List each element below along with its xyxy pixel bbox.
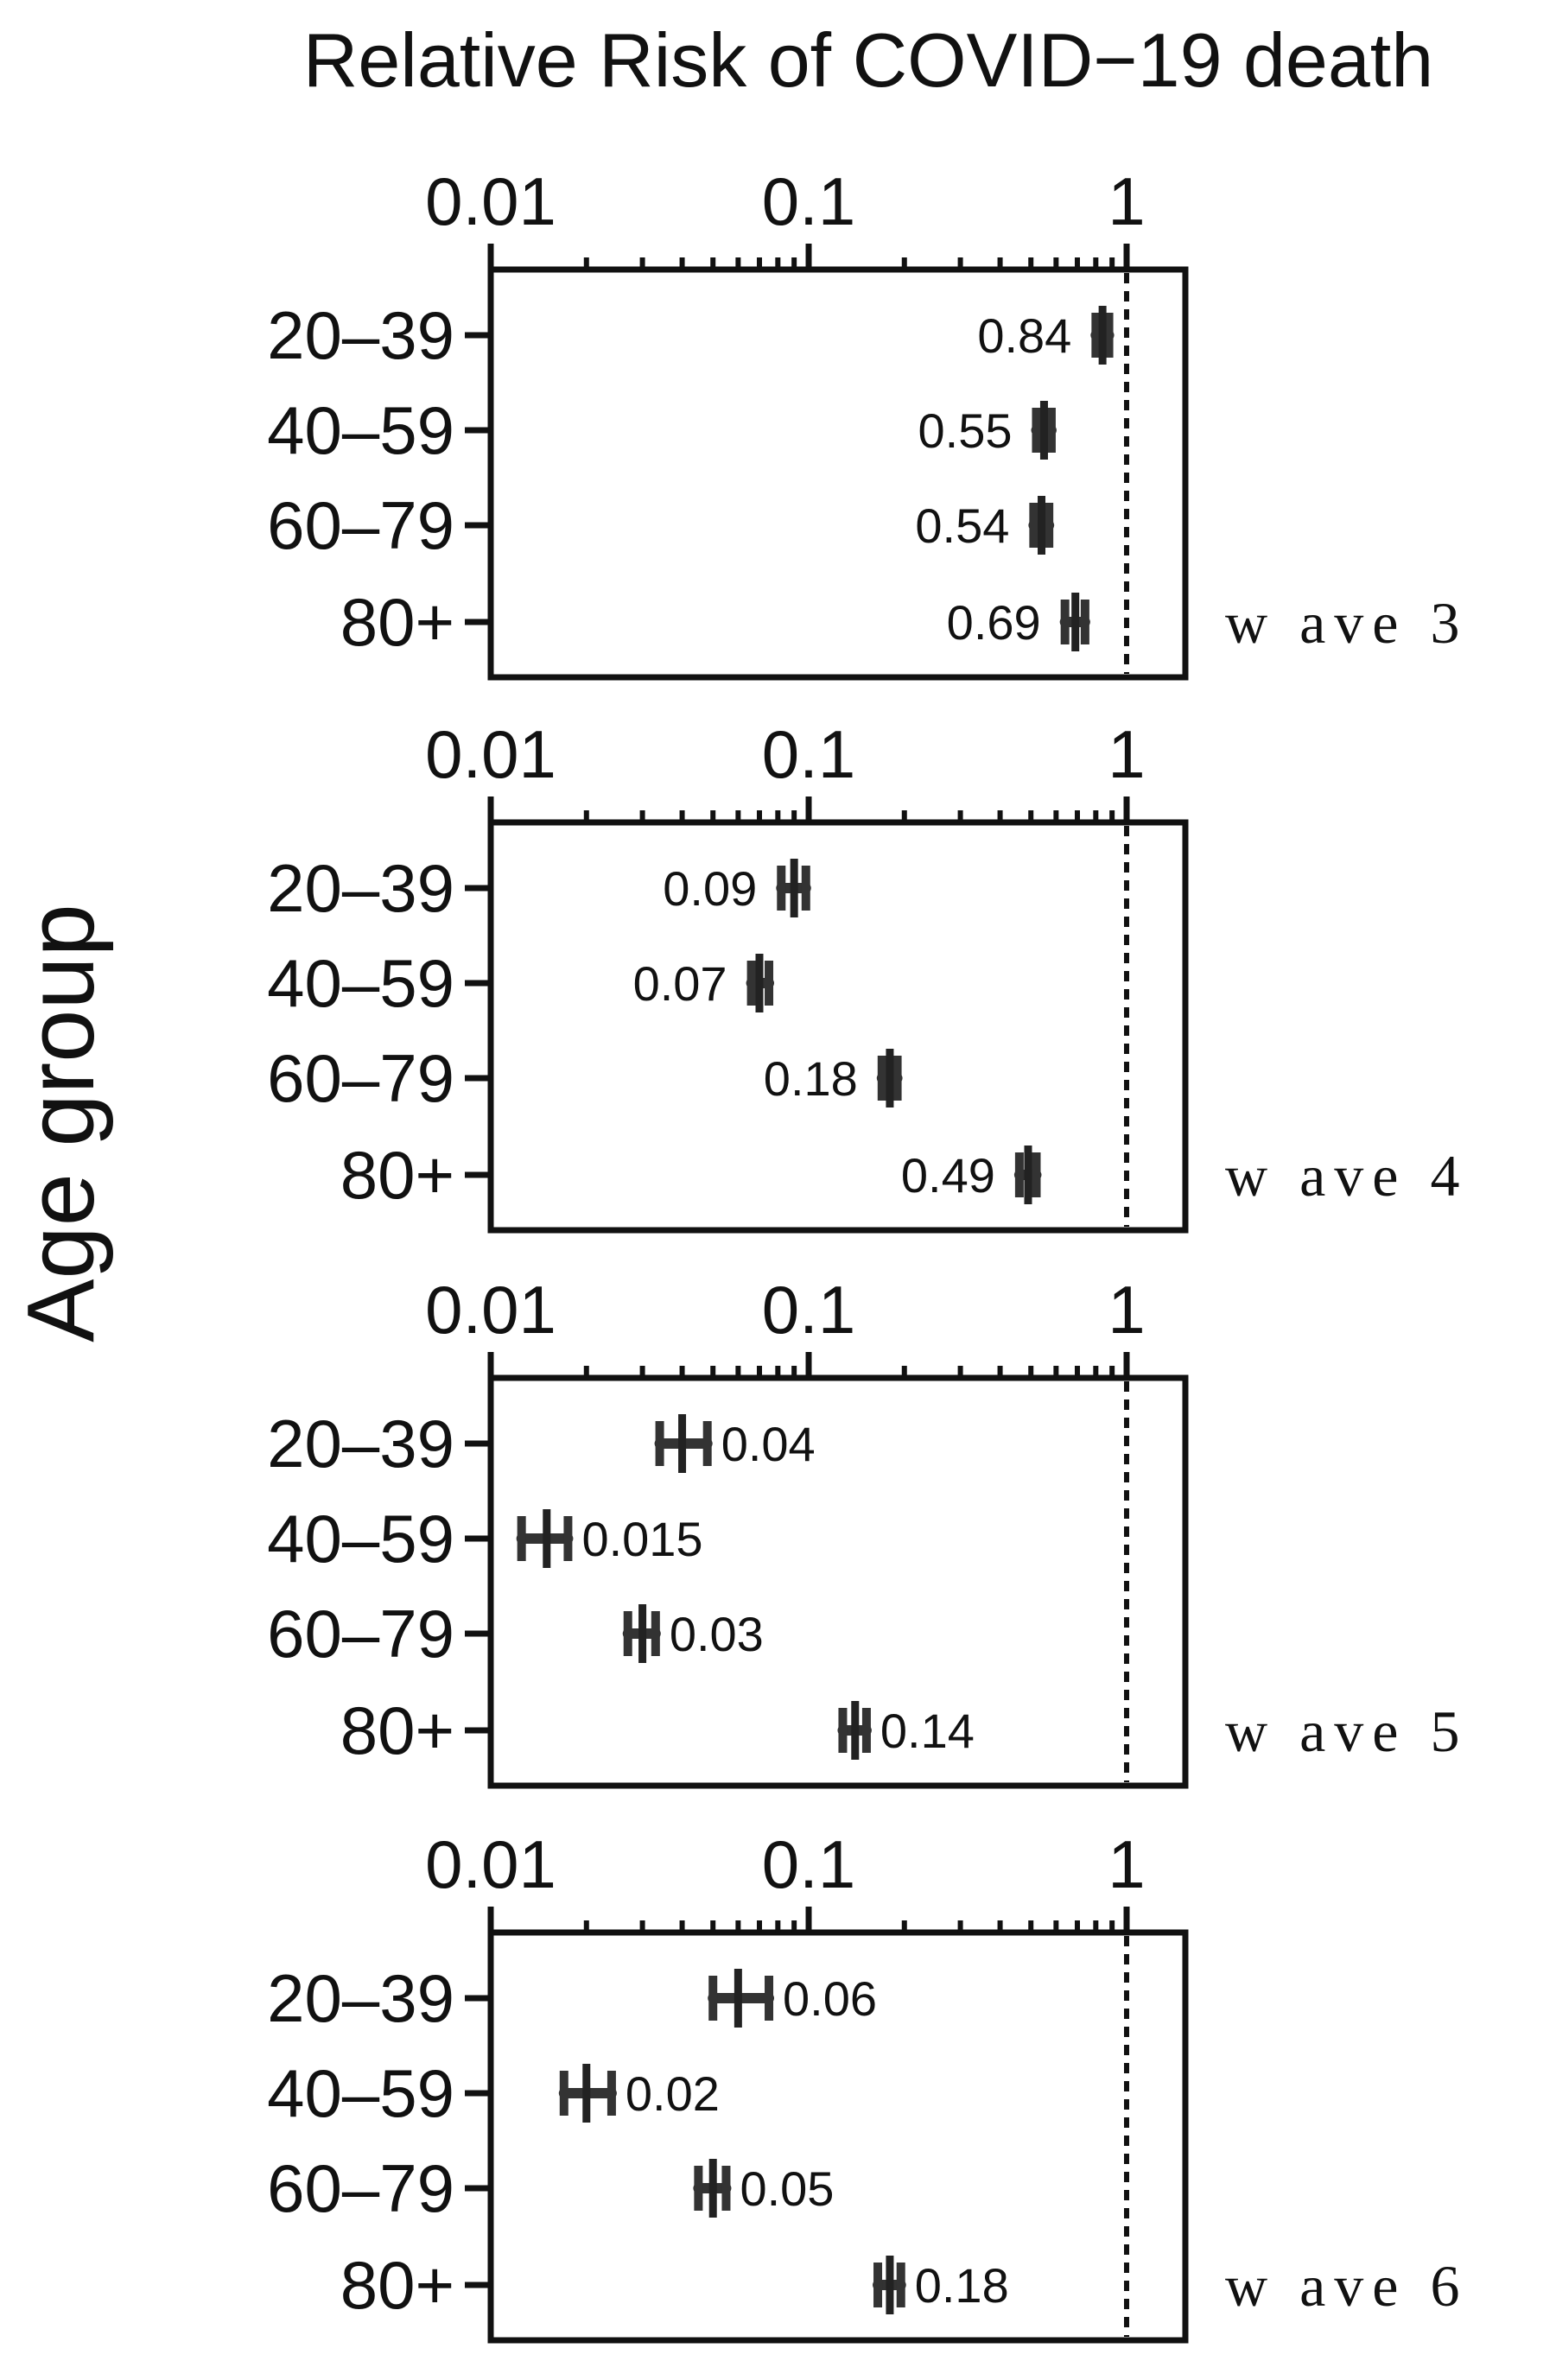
panel-wave-6: 0.01 0.1 1 20–39 0.06 40–59 0.02 60–79 0.05 80+ 0.… <box>267 1826 1468 2344</box>
y-tick-label: 20–39 <box>267 850 454 926</box>
panel-wave-5: 0.01 0.1 1 20–39 0.04 40–59 0.015 60–79 0.03 80+ 0… <box>267 1272 1468 1789</box>
y-tick-label: 60–79 <box>267 1596 454 1672</box>
y-tick-label: 80+ <box>340 1137 454 1213</box>
data-label: 0.07 <box>633 956 727 1011</box>
y-tick-label: 40–59 <box>267 2055 454 2131</box>
y-axis-label: Age group <box>8 904 114 1342</box>
data-label: 0.015 <box>581 1512 702 1566</box>
x-minor-ticks <box>583 1366 1115 1378</box>
y-tick-label: 20–39 <box>267 297 454 373</box>
data-label: 0.49 <box>901 1148 995 1203</box>
y-tick-label: 60–79 <box>267 1040 454 1116</box>
data-label: 0.55 <box>918 403 1012 458</box>
x-tick-label: 0.01 <box>425 163 556 239</box>
x-tick-label: 1 <box>1108 1826 1145 1902</box>
data-label: 0.02 <box>626 2066 720 2121</box>
x-tick-label: 0.01 <box>425 716 556 792</box>
x-tick-label: 0.1 <box>762 1272 855 1348</box>
y-tick-label: 80+ <box>340 584 454 660</box>
wave-label: w ave 5 <box>1225 1698 1468 1764</box>
x-minor-ticks <box>583 257 1115 270</box>
panel-frame <box>487 1929 1189 2344</box>
data-label: 0.09 <box>663 861 757 916</box>
data-label: 0.18 <box>915 2258 1009 2313</box>
data-label: 0.84 <box>977 308 1071 363</box>
data-label: 0.69 <box>947 595 1041 650</box>
x-tick-label: 0.1 <box>762 163 855 239</box>
panel-wave-3: 0.01 0.1 1 20–39 0.84 40–59 0.55 60–79 0.54 80+ 0.… <box>267 163 1468 681</box>
y-tick-label: 60–79 <box>267 487 454 563</box>
wave-label: w ave 6 <box>1225 2253 1468 2319</box>
panel-frame <box>487 819 1189 1234</box>
data-label: 0.54 <box>915 498 1009 553</box>
y-tick-label: 80+ <box>340 1692 454 1768</box>
x-minor-ticks <box>583 810 1115 822</box>
data-label: 0.04 <box>721 1417 816 1471</box>
data-label: 0.03 <box>670 1607 764 1661</box>
y-tick-label: 20–39 <box>267 1960 454 2036</box>
panel-wave-4: 0.01 0.1 1 20–39 0.09 40–59 0.07 60–79 0.18 80+ 0.… <box>267 716 1468 1234</box>
x-tick-label: 1 <box>1108 716 1145 792</box>
data-label: 0.06 <box>783 1971 877 2026</box>
x-tick-label: 0.1 <box>762 1826 855 1902</box>
wave-label: w ave 3 <box>1225 590 1468 656</box>
wave-label: w ave 4 <box>1225 1143 1468 1209</box>
panel-frame <box>487 1374 1189 1789</box>
data-label: 0.05 <box>740 2161 834 2216</box>
x-tick-label: 0.01 <box>425 1272 556 1348</box>
y-tick-label: 40–59 <box>267 392 454 468</box>
y-tick-label: 60–79 <box>267 2150 454 2226</box>
y-tick-label: 20–39 <box>267 1406 454 1482</box>
y-tick-label: 80+ <box>340 2247 454 2323</box>
data-label: 0.14 <box>880 1704 975 1758</box>
x-tick-label: 0.01 <box>425 1826 556 1902</box>
y-tick-label: 40–59 <box>267 945 454 1021</box>
x-tick-label: 0.1 <box>762 716 855 792</box>
x-tick-label: 1 <box>1108 163 1145 239</box>
chart-title: Relative Risk of COVID−19 death <box>303 17 1433 103</box>
panel-frame <box>487 266 1189 681</box>
x-minor-ticks <box>583 1920 1115 1933</box>
data-label: 0.18 <box>764 1051 858 1106</box>
x-tick-label: 1 <box>1108 1272 1145 1348</box>
y-tick-label: 40–59 <box>267 1501 454 1577</box>
